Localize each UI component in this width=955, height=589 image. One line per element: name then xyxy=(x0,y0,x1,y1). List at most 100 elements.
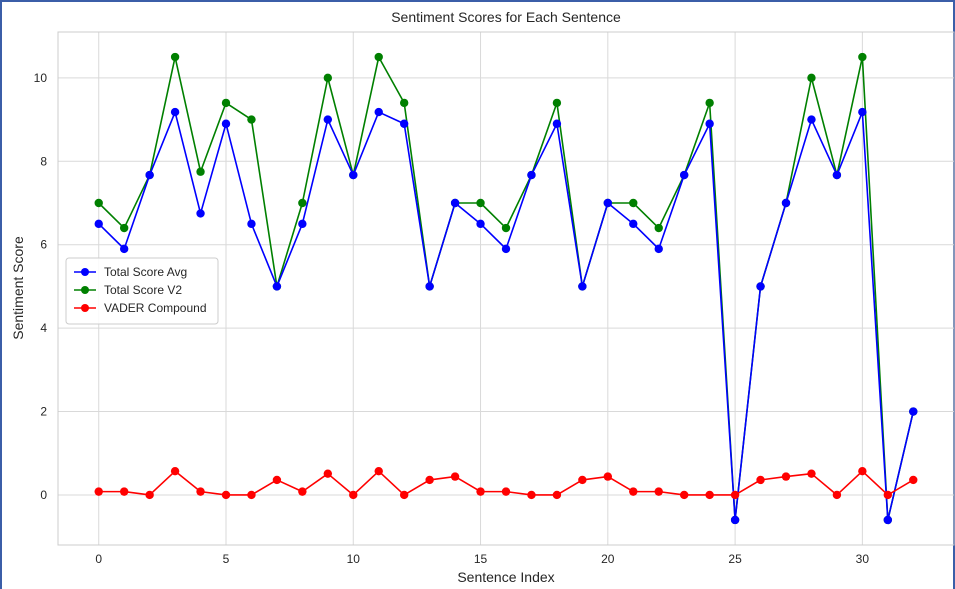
data-point-total-score-avg xyxy=(781,198,791,208)
data-point-total-score-v2 xyxy=(629,198,638,208)
data-point-total-score-avg xyxy=(323,115,333,124)
data-point-total-score-avg xyxy=(349,170,358,180)
data-point-total-score-avg xyxy=(730,515,740,525)
data-point-vader-compound xyxy=(679,490,689,500)
data-point-total-score-avg xyxy=(705,119,714,128)
data-point-vader-compound xyxy=(705,490,714,500)
legend-marker xyxy=(81,286,89,294)
data-point-vader-compound xyxy=(196,487,205,496)
data-point-total-score-avg xyxy=(196,209,205,218)
data-point-vader-compound xyxy=(909,475,918,485)
y-tick-label: 4 xyxy=(40,321,47,335)
chart-title: Sentiment Scores for Each Sentence xyxy=(391,9,621,25)
data-point-vader-compound xyxy=(476,487,485,496)
legend-marker xyxy=(81,268,89,276)
data-point-total-score-avg xyxy=(272,282,282,291)
data-point-vader-compound xyxy=(603,472,613,481)
data-point-total-score-avg xyxy=(450,198,460,208)
legend-label: Total Score V2 xyxy=(104,283,182,297)
data-point-total-score-avg xyxy=(578,282,587,291)
data-point-total-score-v2 xyxy=(858,52,867,62)
data-point-vader-compound xyxy=(119,487,129,496)
data-point-total-score-v2 xyxy=(476,198,485,208)
data-point-vader-compound xyxy=(858,466,867,476)
data-point-total-score-avg xyxy=(374,107,383,117)
data-point-total-score-avg xyxy=(501,244,511,254)
data-point-vader-compound xyxy=(629,487,638,496)
data-point-vader-compound xyxy=(349,490,358,500)
data-point-total-score-v2 xyxy=(807,73,816,83)
legend-label: VADER Compound xyxy=(104,301,207,315)
data-point-total-score-avg xyxy=(629,219,638,229)
data-point-total-score-avg xyxy=(883,515,893,525)
data-point-total-score-avg xyxy=(298,219,307,229)
data-point-vader-compound xyxy=(730,490,740,500)
data-point-total-score-avg xyxy=(170,107,180,117)
y-axis-ticks: 0 2 4 6 8 10 xyxy=(34,71,48,502)
data-point-vader-compound xyxy=(756,475,765,485)
x-tick-label: 30 xyxy=(856,552,870,566)
data-point-vader-compound xyxy=(170,466,180,476)
data-point-vader-compound xyxy=(94,487,103,496)
legend: Total Score Avg Total Score V2 VADER Compo… xyxy=(65,257,219,325)
data-point-total-score-v2 xyxy=(374,52,383,62)
data-point-vader-compound xyxy=(323,469,333,478)
series-group xyxy=(94,52,918,525)
data-point-vader-compound xyxy=(272,475,282,485)
data-point-total-score-v2 xyxy=(705,98,714,108)
legend-label: Total Score Avg xyxy=(104,265,187,279)
legend-marker xyxy=(81,304,89,312)
data-point-vader-compound xyxy=(247,490,256,500)
data-point-vader-compound xyxy=(298,487,307,496)
data-point-total-score-avg xyxy=(119,244,129,254)
legend-item: Total Score V2 xyxy=(74,283,182,297)
data-point-vader-compound xyxy=(781,472,791,481)
data-point-total-score-avg xyxy=(425,282,434,291)
data-point-vader-compound xyxy=(552,490,562,500)
y-tick-label: 10 xyxy=(34,71,48,85)
legend-item: VADER Compound xyxy=(74,301,207,315)
y-tick-label: 0 xyxy=(40,488,47,502)
data-point-total-score-avg xyxy=(221,119,231,128)
y-tick-label: 2 xyxy=(40,405,47,419)
data-point-total-score-v2 xyxy=(501,223,511,233)
data-point-vader-compound xyxy=(807,469,816,478)
y-axis-title: Sentiment Score xyxy=(10,236,26,340)
data-point-vader-compound xyxy=(527,490,536,500)
data-point-vader-compound xyxy=(501,487,511,496)
x-axis-ticks: 0 5 10 15 20 25 30 xyxy=(95,552,869,566)
data-point-vader-compound xyxy=(654,487,663,496)
series-line-total-score-avg xyxy=(98,111,915,521)
data-point-vader-compound xyxy=(425,475,434,485)
data-point-total-score-v2 xyxy=(119,223,129,233)
data-point-total-score-avg xyxy=(654,244,663,254)
series-vader-compound xyxy=(94,466,918,500)
data-point-total-score-avg xyxy=(807,115,816,124)
data-point-vader-compound xyxy=(221,490,231,500)
series-total-score-avg xyxy=(94,107,918,525)
data-point-total-score-v2 xyxy=(94,198,103,208)
y-tick-label: 6 xyxy=(40,238,47,252)
data-point-total-score-avg xyxy=(145,170,154,180)
data-point-total-score-avg xyxy=(552,119,562,128)
data-point-vader-compound xyxy=(883,490,893,500)
data-point-total-score-v2 xyxy=(552,98,562,108)
data-point-total-score-avg xyxy=(603,198,613,208)
series-line-total-score-v2 xyxy=(98,56,915,521)
grid xyxy=(58,32,954,545)
data-point-total-score-v2 xyxy=(399,98,409,108)
data-point-total-score-v2 xyxy=(196,167,205,176)
data-point-vader-compound xyxy=(399,490,409,500)
x-tick-label: 25 xyxy=(728,552,742,566)
data-point-total-score-v2 xyxy=(323,73,333,83)
data-point-total-score-avg xyxy=(527,170,536,180)
data-point-vader-compound xyxy=(832,490,842,500)
y-tick-label: 8 xyxy=(40,154,47,168)
x-tick-label: 5 xyxy=(223,552,230,566)
data-point-total-score-avg xyxy=(247,219,256,229)
data-point-total-score-avg xyxy=(909,407,918,416)
data-point-total-score-avg xyxy=(679,170,689,180)
data-point-total-score-v2 xyxy=(247,115,256,124)
legend-box xyxy=(65,257,219,325)
